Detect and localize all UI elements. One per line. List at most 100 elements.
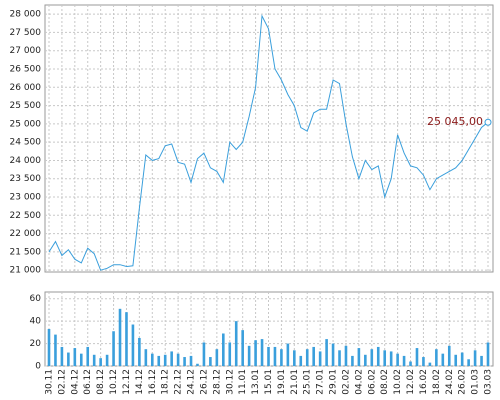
volume-bar bbox=[234, 321, 238, 366]
volume-bar bbox=[60, 346, 64, 366]
y-tick-label: 26 500 bbox=[10, 65, 42, 75]
volume-bar bbox=[370, 349, 374, 366]
volume-bar bbox=[189, 355, 193, 366]
volume-bar bbox=[138, 337, 141, 366]
volume-bar bbox=[447, 345, 451, 366]
x-tick-label: 29.01 bbox=[329, 369, 339, 395]
volume-bar bbox=[105, 354, 109, 366]
y-tick-label: 60 bbox=[30, 294, 42, 304]
x-tick-label: 15.01 bbox=[264, 369, 274, 395]
x-tick-label: 04.02 bbox=[354, 369, 364, 395]
volume-bar bbox=[163, 354, 167, 366]
y-tick-label: 21 500 bbox=[10, 247, 42, 257]
volume-bar bbox=[170, 351, 173, 366]
x-tick-label: 08.02 bbox=[380, 369, 390, 395]
volume-bar bbox=[402, 355, 406, 366]
volume-bar bbox=[383, 350, 387, 366]
x-tick-label: 01.03 bbox=[471, 369, 481, 395]
volume-bar bbox=[299, 355, 303, 366]
x-tick-label: 19.01 bbox=[277, 369, 287, 395]
volume-bar bbox=[454, 354, 458, 366]
y-tick-label: 24 000 bbox=[10, 156, 42, 166]
volume-bar bbox=[293, 350, 296, 366]
volume-bar bbox=[67, 352, 70, 366]
volume-bar bbox=[176, 353, 180, 366]
y-tick-label: 26 000 bbox=[10, 83, 42, 93]
x-tick-label: 28.12 bbox=[212, 369, 222, 395]
x-tick-label: 26.02 bbox=[458, 369, 468, 395]
volume-bar bbox=[473, 350, 477, 366]
x-tick-label: 16.02 bbox=[419, 369, 429, 395]
volume-bar bbox=[389, 351, 393, 366]
volume-bar bbox=[364, 354, 367, 366]
volume-bar bbox=[331, 343, 335, 366]
volume-bar bbox=[54, 334, 57, 366]
volume-bar bbox=[247, 345, 251, 366]
volume-bar bbox=[202, 342, 206, 366]
y-tick-label: 23 000 bbox=[10, 193, 42, 203]
volume-bar bbox=[112, 331, 115, 366]
last-value-label: 25 045,00 bbox=[427, 115, 483, 128]
volume-bar bbox=[480, 355, 483, 366]
x-tick-label: 10.02 bbox=[393, 369, 403, 395]
y-tick-label: 25 500 bbox=[10, 101, 42, 111]
volume-bar bbox=[305, 349, 309, 366]
volume-bar bbox=[286, 343, 290, 366]
volume-bar bbox=[467, 359, 470, 366]
y-tick-label: 21 000 bbox=[10, 266, 42, 276]
volume-bar bbox=[196, 363, 199, 366]
volume-bar bbox=[376, 346, 380, 366]
x-tick-label: 24.02 bbox=[445, 369, 455, 395]
y-tick-label: 0 bbox=[35, 362, 41, 372]
volume-bar bbox=[79, 353, 83, 366]
volume-bar bbox=[183, 357, 186, 366]
x-tick-label: 12.12 bbox=[122, 369, 132, 395]
x-tick-label: 13.01 bbox=[251, 369, 261, 395]
price-line bbox=[48, 14, 489, 271]
y-tick-label: 23 500 bbox=[10, 174, 42, 184]
volume-bar bbox=[325, 339, 328, 366]
volume-bar bbox=[344, 345, 348, 366]
y-tick-label: 22 500 bbox=[10, 211, 42, 221]
x-tick-label: 11.01 bbox=[238, 369, 248, 395]
x-tick-label: 06.02 bbox=[367, 369, 377, 395]
volume-bar bbox=[254, 340, 257, 366]
x-tick-label: 21.01 bbox=[290, 369, 300, 395]
x-tick-label: 18.02 bbox=[432, 369, 442, 395]
last-point bbox=[484, 118, 492, 126]
volume-bar bbox=[228, 342, 232, 366]
x-tick-label: 30.12 bbox=[225, 369, 235, 395]
y-tick-label: 27 500 bbox=[10, 28, 42, 38]
volume-bar bbox=[73, 348, 77, 366]
y-tick-label: 25 000 bbox=[10, 119, 42, 129]
volume-bar bbox=[47, 329, 51, 366]
volume-bar bbox=[351, 355, 354, 366]
x-tick-label: 04.12 bbox=[70, 369, 80, 395]
volume-bar bbox=[99, 358, 102, 366]
x-tick-label: 08.12 bbox=[96, 369, 106, 395]
volume-bar bbox=[312, 346, 315, 366]
volume-bar bbox=[86, 346, 90, 366]
volume-bar bbox=[357, 348, 361, 366]
volume-bar bbox=[222, 333, 225, 366]
y-tick-label: 40 bbox=[30, 317, 42, 327]
volume-bar bbox=[441, 353, 445, 366]
x-tick-label: 27.01 bbox=[316, 369, 326, 395]
volume-bar bbox=[422, 357, 425, 366]
volume-bar bbox=[415, 348, 419, 366]
x-tick-label: 25.01 bbox=[303, 369, 313, 395]
volume-bar bbox=[125, 312, 128, 366]
x-tick-label: 22.12 bbox=[174, 369, 184, 395]
volume-bar bbox=[318, 351, 322, 366]
volume-bar bbox=[486, 342, 490, 366]
x-tick-label: 12.02 bbox=[406, 369, 416, 395]
volume-bar bbox=[209, 357, 212, 366]
volume-bar bbox=[280, 349, 283, 366]
volume-bar bbox=[267, 346, 270, 366]
x-tick-label: 02.02 bbox=[341, 369, 351, 395]
volume-bar bbox=[428, 362, 432, 366]
x-tick-label: 26.12 bbox=[199, 369, 209, 395]
x-tick-label: 10.12 bbox=[109, 369, 119, 395]
y-tick-label: 22 000 bbox=[10, 229, 42, 239]
